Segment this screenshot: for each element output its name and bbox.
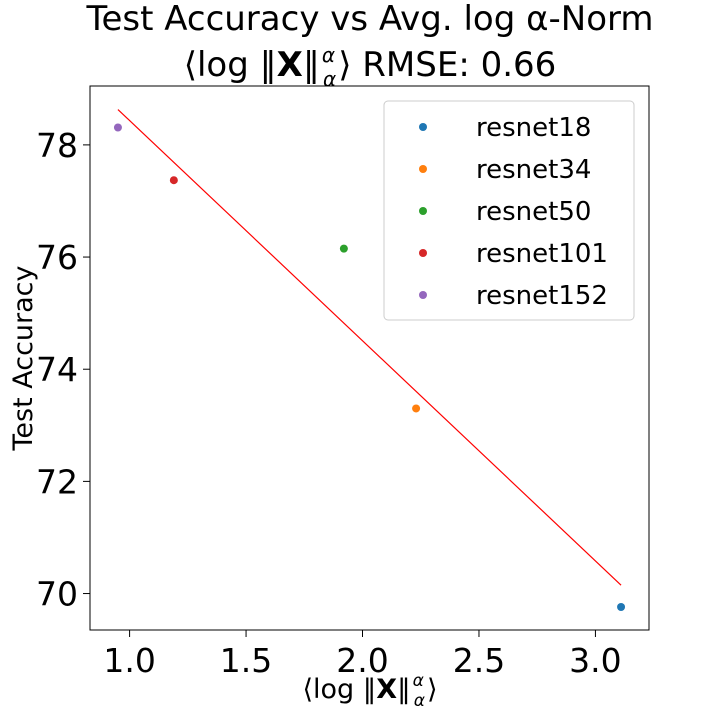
plot-frame [89,85,650,631]
x-tick-label: 1.5 [220,641,272,680]
point-resnet101 [169,176,178,185]
point-resnet152 [113,123,122,132]
chart-title-line1: Test Accuracy vs Avg. log α-Norm [85,0,653,39]
x-tick-label: 3.0 [569,641,621,680]
legend-label-resnet50: resnet50 [476,197,591,227]
x-tick-label: 2.5 [453,641,505,680]
chart-title-line2: ⟨log ‖X‖ α α⟩ RMSE: 0.66 [184,43,557,91]
legend-label-resnet101: resnet101 [476,239,608,269]
x-axis-label: ⟨log ‖X‖ α α⟩ [302,671,437,711]
y-tick-label: 72 [36,462,78,501]
legend-marker-resnet34 [419,165,427,173]
legend-marker-resnet18 [419,123,427,131]
x-tick-label: 1.0 [103,641,155,680]
legend-marker-resnet50 [419,207,427,215]
point-resnet34 [412,404,421,413]
y-axis-label: Test Accuracy [8,265,39,451]
x-tick-label: 2.0 [336,641,388,680]
y-tick-label: 76 [36,238,78,277]
scatter-points [113,123,626,612]
legend-marker-resnet152 [419,291,427,299]
fit-line [117,109,622,586]
x-axis-ticks: 1.0 1.5 2.0 2.5 3.0 [103,630,622,680]
y-tick-label: 78 [36,126,78,165]
legend-label-resnet152: resnet152 [476,281,608,311]
legend: resnet18 resnet34 resnet50 resnet101 resnet1… [383,100,635,321]
y-tick-label: 74 [36,350,78,389]
y-axis-ticks: 70 72 74 76 78 [36,126,90,614]
point-resnet50 [339,244,348,253]
legend-box [383,100,635,321]
legend-marker-resnet101 [419,249,427,257]
point-resnet18 [617,603,626,612]
y-tick-label: 70 [36,575,78,614]
fit-line-group [117,109,622,586]
legend-label-resnet18: resnet18 [476,113,591,143]
legend-label-resnet34: resnet34 [476,155,591,185]
